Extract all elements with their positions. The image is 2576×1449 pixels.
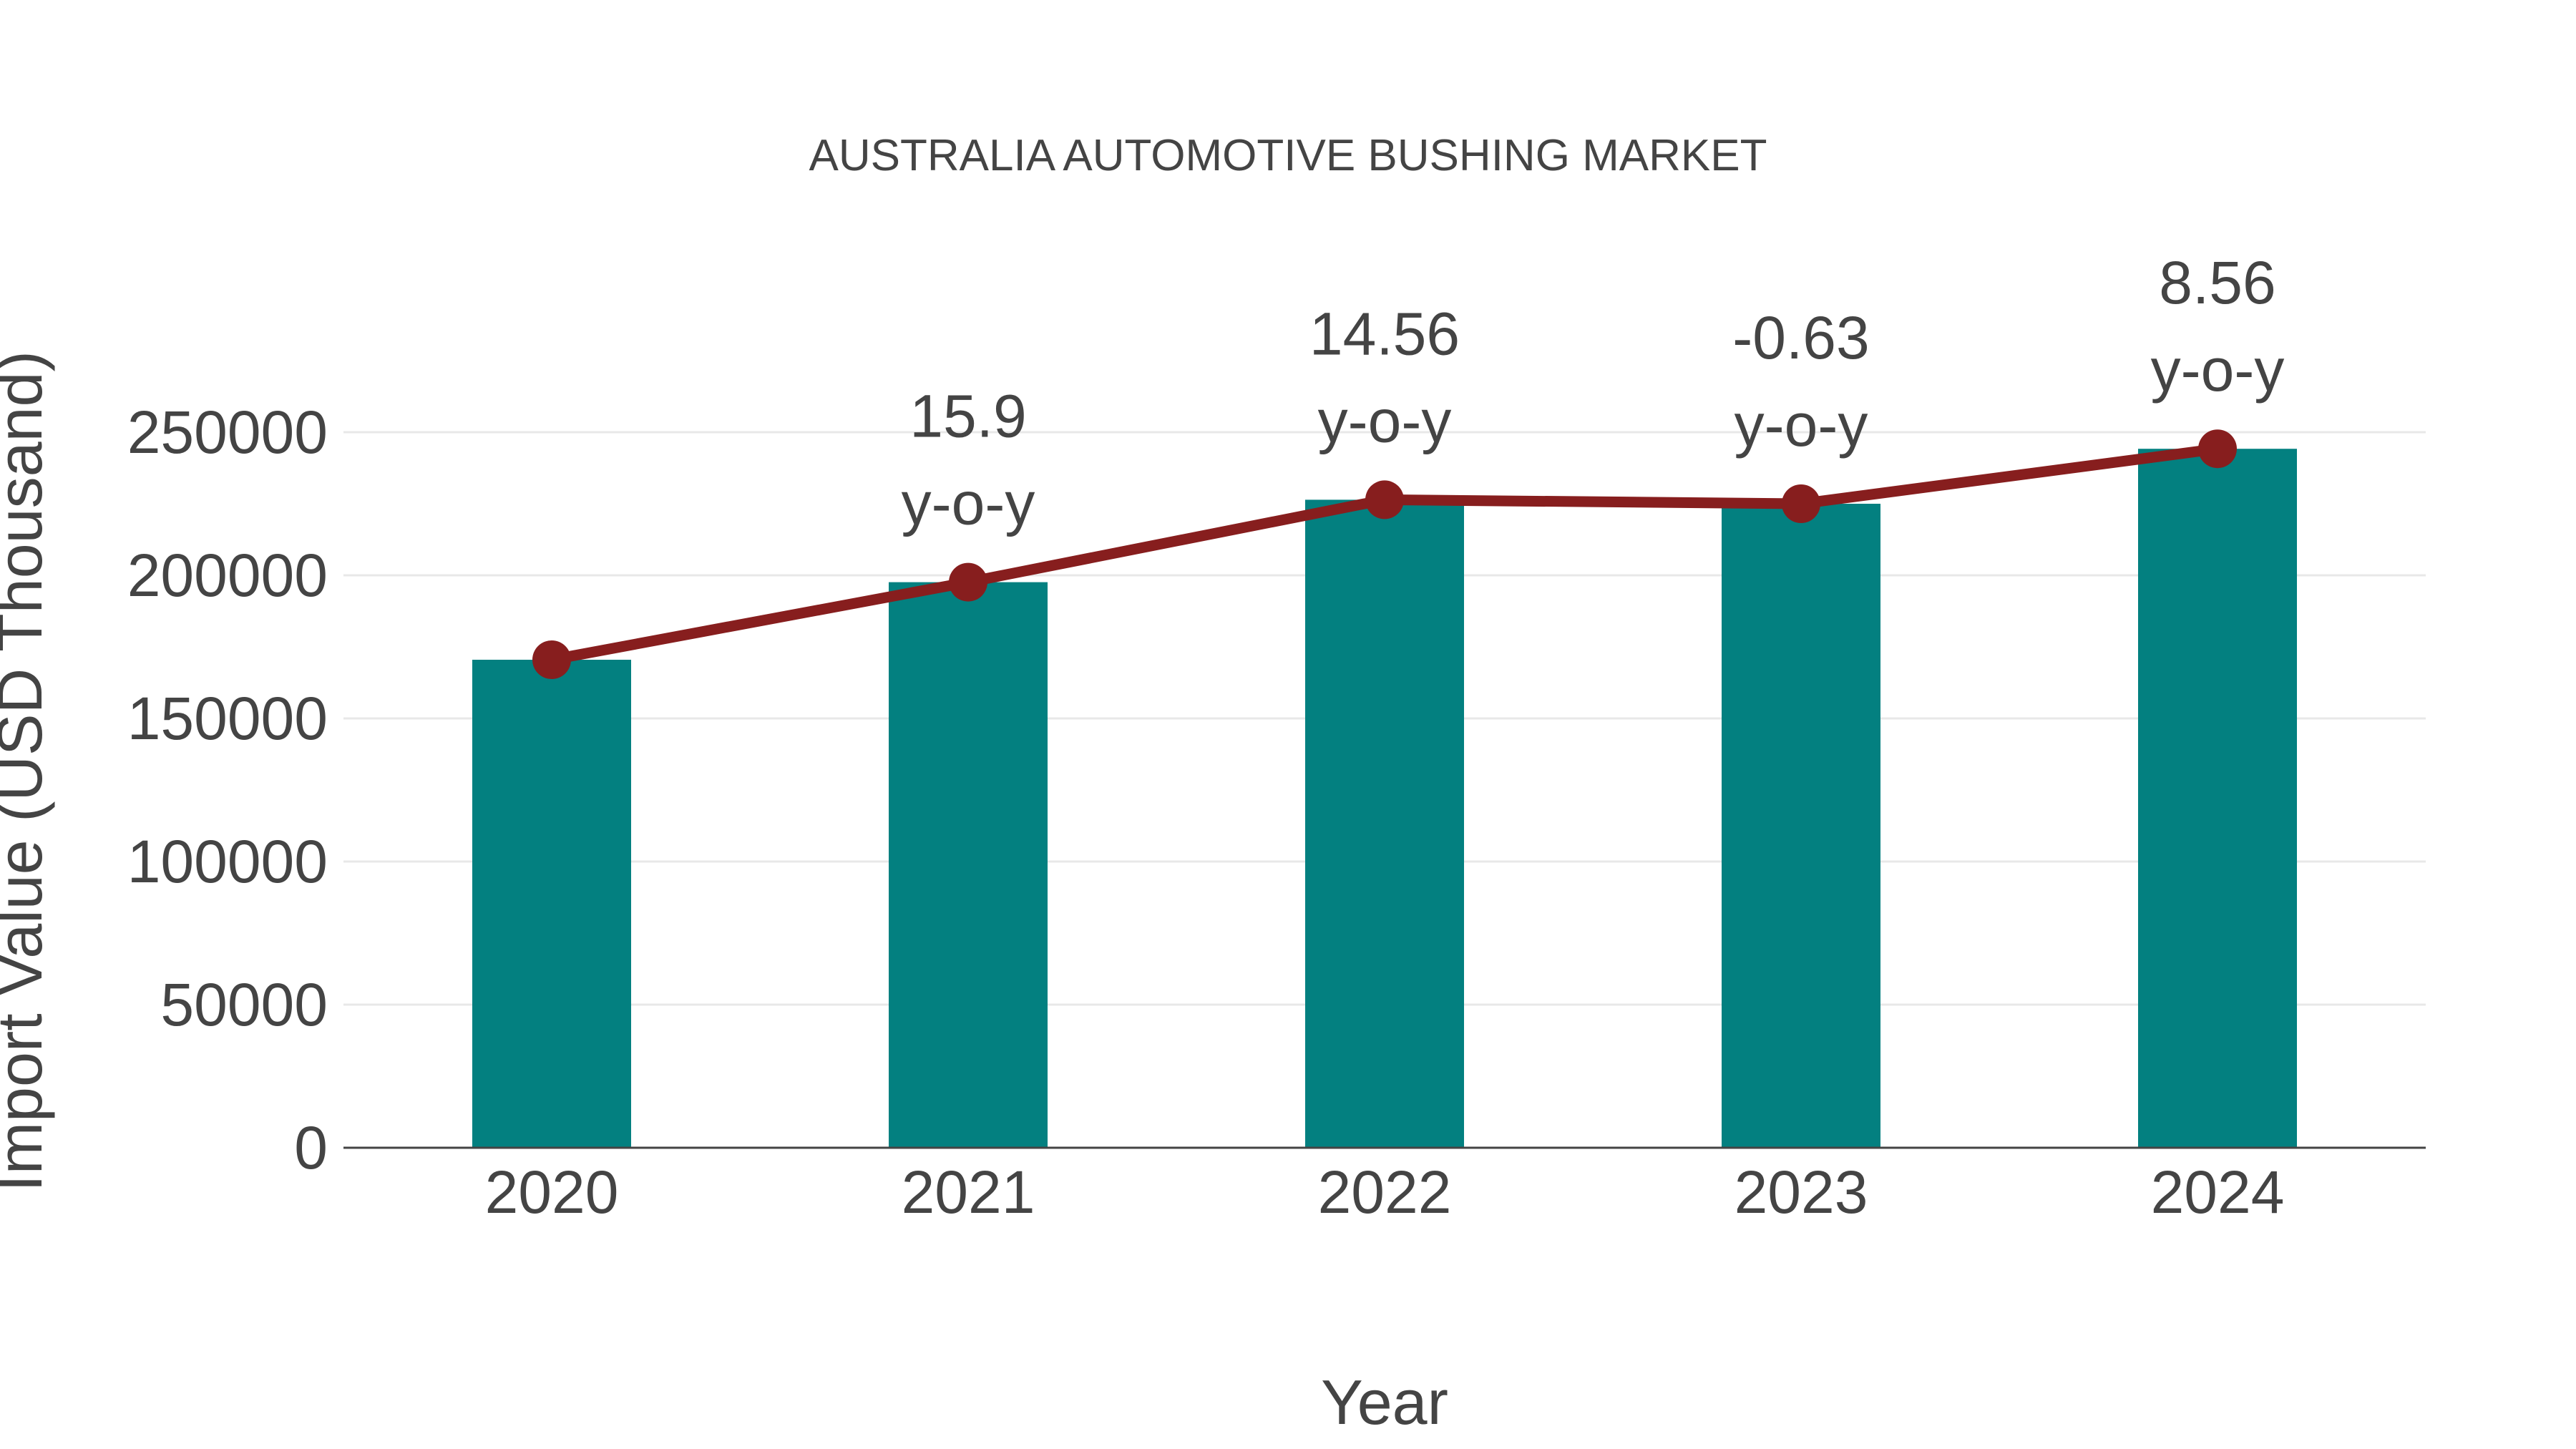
axes-layer: 0 50000 100000 150000 200000 250000 2020 2021 20… (127, 399, 2426, 1226)
x-tick-label-2020: 2020 (485, 1158, 619, 1226)
yoy-value-label-2023: -0.63 (1732, 304, 1869, 371)
y-tick-label-200000: 200000 (127, 542, 328, 609)
y-axis-title: Import Value (USD Thousand) (0, 351, 55, 1192)
y-tick-label-150000: 150000 (127, 685, 328, 752)
bar-2024 (2138, 449, 2297, 1148)
y-tick-label-100000: 100000 (127, 828, 328, 895)
x-axis-title: Year (1321, 1367, 1448, 1438)
line-marker-2020 (532, 640, 571, 679)
yoy-value-label-2022: 14.56 (1309, 300, 1460, 367)
bar-2023 (1722, 504, 1880, 1148)
line-marker-2022 (1365, 480, 1404, 519)
bar-2020 (472, 660, 631, 1148)
y-tick-label-0: 0 (294, 1114, 328, 1181)
x-tick-label-2022: 2022 (1318, 1158, 1452, 1226)
y-tick-label-250000: 250000 (127, 399, 328, 466)
yoy-value-label-2021: 15.9 (909, 383, 1027, 450)
yoy-suffix-label-2023: y-o-y (1735, 391, 1868, 459)
y-tick-label-50000: 50000 (160, 971, 328, 1038)
line-marker-2023 (1782, 484, 1820, 523)
yoy-suffix-label-2021: y-o-y (902, 470, 1035, 537)
yoy-suffix-label-2022: y-o-y (1318, 387, 1452, 454)
bar-2022 (1305, 499, 1464, 1148)
x-tick-label-2021: 2021 (902, 1158, 1035, 1226)
x-tick-label-2024: 2024 (2151, 1158, 2285, 1226)
yoy-value-label-2024: 8.56 (2159, 249, 2276, 316)
bar-2021 (889, 582, 1048, 1148)
line-series-layer (532, 429, 2237, 679)
x-tick-label-2023: 2023 (1735, 1158, 1868, 1226)
bars-layer (472, 449, 2297, 1148)
line-marker-2021 (949, 562, 987, 602)
data-labels-layer: 15.9 y-o-y 14.56 y-o-y -0.63 y-o-y 8.56 y-o-y (902, 249, 2285, 537)
chart-title: AUSTRALIA AUTOMOTIVE BUSHING MARKET (809, 131, 1767, 180)
line-marker-2024 (2198, 429, 2237, 469)
yoy-suffix-label-2024: y-o-y (2151, 336, 2285, 404)
